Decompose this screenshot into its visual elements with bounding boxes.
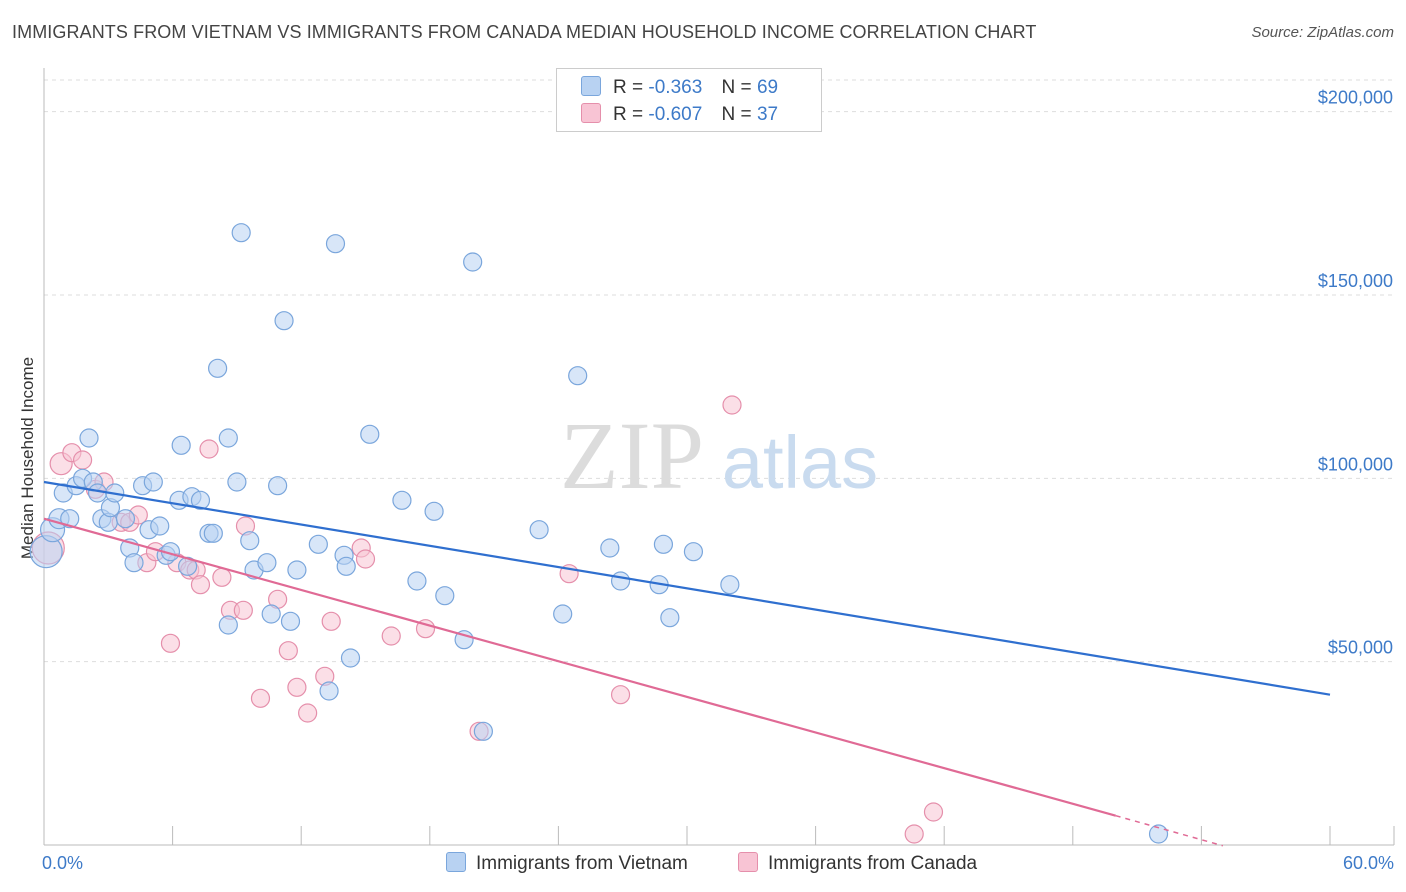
canada-point bbox=[287, 677, 307, 697]
vietnam-point bbox=[280, 611, 301, 631]
correlation-legend: R = -0.363 N = 69 R = -0.607 N = 37 bbox=[556, 68, 822, 132]
n-value: 69 bbox=[756, 77, 779, 98]
canada-point bbox=[190, 575, 211, 595]
vietnam-trend-line bbox=[43, 480, 1331, 696]
vietnam-point bbox=[190, 490, 211, 510]
vietnam-point bbox=[143, 472, 163, 492]
canada-point bbox=[250, 688, 271, 708]
vietnam-point bbox=[150, 516, 170, 536]
vietnam-point bbox=[568, 366, 588, 386]
y-tick-label: $100,000 bbox=[1318, 454, 1393, 474]
canada-point bbox=[199, 439, 219, 459]
canada-point bbox=[212, 567, 232, 587]
n-value: 37 bbox=[756, 104, 779, 125]
legend-row-vietnam: R = -0.363 N = 69 bbox=[581, 76, 778, 98]
vietnam-point bbox=[218, 428, 238, 448]
y-tick-label: $150,000 bbox=[1318, 271, 1393, 291]
vietnam-point bbox=[231, 223, 251, 243]
canada-trend-line bbox=[43, 517, 1116, 817]
vietnam-points bbox=[29, 223, 1169, 844]
vietnam-point bbox=[463, 252, 483, 272]
canada-point bbox=[233, 600, 253, 620]
vietnam-point bbox=[720, 575, 740, 595]
trend-lines bbox=[43, 480, 1331, 847]
axes bbox=[43, 68, 1395, 846]
canada-point bbox=[278, 641, 298, 661]
vietnam-point bbox=[336, 556, 356, 576]
vietnam-legend-swatch bbox=[446, 852, 466, 872]
vietnam-point bbox=[553, 604, 573, 624]
legend-item-canada: Immigrants from Canada bbox=[738, 852, 977, 875]
vietnam-point bbox=[124, 553, 144, 573]
canada-point bbox=[321, 611, 341, 631]
vietnam-point bbox=[340, 648, 361, 668]
r-label: R = bbox=[613, 77, 644, 98]
vietnam-point bbox=[424, 501, 444, 521]
vietnam-point bbox=[392, 490, 412, 510]
r-value: -0.607 bbox=[648, 104, 703, 125]
vietnam-point bbox=[529, 520, 549, 540]
vietnam-point bbox=[79, 428, 99, 448]
vietnam-point bbox=[218, 615, 238, 635]
canada-point bbox=[72, 450, 93, 470]
vietnam-point bbox=[268, 476, 288, 496]
vietnam-point bbox=[287, 560, 307, 580]
vietnam-point bbox=[208, 358, 228, 378]
canada-trend-extension bbox=[1115, 814, 1224, 847]
vietnam-point bbox=[115, 509, 136, 529]
canada-point bbox=[298, 703, 318, 723]
canada-swatch bbox=[581, 103, 601, 123]
vietnam-point bbox=[319, 681, 339, 701]
vietnam-point bbox=[60, 509, 80, 529]
vietnam-point bbox=[660, 608, 680, 628]
canada-point bbox=[160, 633, 181, 653]
vietnam-point bbox=[653, 534, 674, 554]
canada-point bbox=[355, 549, 376, 569]
vietnam-point bbox=[1148, 824, 1169, 844]
canada-point bbox=[923, 802, 944, 822]
x-tick-min: 0.0% bbox=[42, 853, 84, 873]
vietnam-point bbox=[360, 424, 380, 444]
legend-label-vietnam: Immigrants from Vietnam bbox=[476, 853, 688, 874]
x-tick-max: 60.0% bbox=[1342, 853, 1394, 873]
canada-point bbox=[381, 626, 401, 646]
vietnam-point bbox=[257, 553, 277, 573]
vietnam-point bbox=[683, 542, 704, 562]
canada-point bbox=[722, 395, 742, 415]
y-tick-label: $200,000 bbox=[1318, 88, 1393, 108]
vietnam-point bbox=[610, 571, 631, 591]
r-label: R = bbox=[613, 104, 644, 125]
canada-legend-swatch bbox=[738, 852, 758, 872]
vietnam-point bbox=[171, 435, 191, 455]
vietnam-point bbox=[325, 234, 346, 254]
y-tick-labels: $50,000 $100,000 $150,000 $200,000 bbox=[1318, 88, 1393, 658]
vietnam-swatch bbox=[581, 76, 601, 96]
r-value: -0.363 bbox=[648, 77, 703, 98]
legend-label-canada: Immigrants from Canada bbox=[768, 853, 978, 874]
watermark-atlas: atlas bbox=[722, 421, 878, 504]
vietnam-point bbox=[407, 571, 427, 591]
y-tick-label: $50,000 bbox=[1328, 638, 1393, 658]
vietnam-point bbox=[600, 538, 620, 558]
vietnam-point bbox=[473, 721, 493, 741]
vietnam-point bbox=[454, 630, 474, 650]
n-label: N = bbox=[721, 77, 752, 98]
canada-point bbox=[610, 685, 631, 705]
vietnam-point bbox=[240, 531, 260, 551]
canada-point bbox=[904, 824, 924, 844]
watermark: ZIP atlas bbox=[560, 402, 878, 509]
source-label: Source: ZipAtlas.com bbox=[1251, 24, 1394, 41]
vietnam-point bbox=[261, 604, 281, 624]
vietnam-point bbox=[435, 586, 455, 606]
watermark-zip: ZIP bbox=[560, 402, 704, 509]
legend-row-canada: R = -0.607 N = 37 bbox=[581, 103, 778, 125]
legend-item-vietnam: Immigrants from Vietnam bbox=[446, 852, 688, 875]
vietnam-point bbox=[227, 472, 247, 492]
vietnam-point bbox=[203, 523, 223, 543]
vietnam-point bbox=[308, 534, 328, 554]
n-label: N = bbox=[721, 104, 752, 125]
vietnam-point bbox=[274, 311, 294, 331]
chart-title: IMMIGRANTS FROM VIETNAM VS IMMIGRANTS FR… bbox=[12, 22, 1037, 42]
